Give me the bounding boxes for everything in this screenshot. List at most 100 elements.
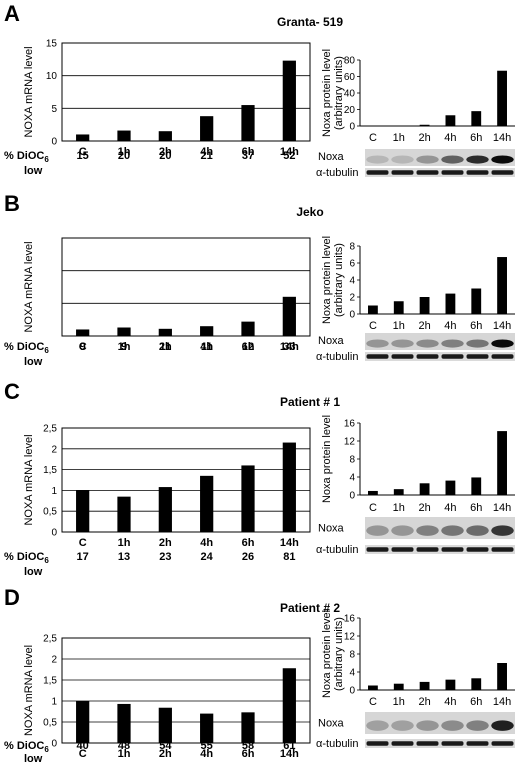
- dioc-value: 58: [242, 740, 254, 752]
- panel-d: D Patient # 2 0 0,5 1 1,5 2 2,5 NOXA mRNA level C…: [4, 585, 515, 762]
- protein-bar: [419, 483, 430, 495]
- dioc-value: 9: [121, 341, 127, 353]
- protein-x-tick-label: 2h: [418, 320, 430, 332]
- panel-letter: B: [4, 191, 20, 216]
- tubulin-band: [491, 354, 514, 359]
- dioc-label-main: % DiOC: [4, 150, 44, 162]
- noxa-blot-strip: [365, 333, 515, 350]
- tubulin-band: [391, 547, 414, 552]
- protein-ytick-label: 0: [349, 122, 355, 133]
- mrna-ytick-label: 2,5: [43, 424, 57, 435]
- dioc-label-main: % DiOC: [4, 551, 44, 563]
- mrna-x-tick-label: 6h: [242, 748, 255, 760]
- dioc-label-main: % DiOC: [4, 740, 44, 752]
- tubulin-band: [491, 170, 514, 175]
- dioc-value: 54: [159, 740, 172, 752]
- dioc-value: 13: [118, 551, 130, 563]
- protein-ytick-label: 6: [349, 259, 355, 270]
- protein-chart: 0 4 8 12 16 Noxa protein level (arbitrary unit…: [321, 610, 515, 708]
- mrna-x-tick-label: 2h: [159, 537, 172, 549]
- protein-bar: [497, 663, 507, 690]
- mrna-ytick-label: 2: [51, 655, 57, 666]
- protein-x-tick-label: 6h: [470, 502, 482, 514]
- mrna-bar: [117, 703, 131, 743]
- mrna-bar: [76, 134, 90, 141]
- dioc-value: 37: [242, 150, 254, 162]
- tubulin-band: [491, 741, 514, 746]
- tubulin-blot-label: α-tubulin: [316, 544, 358, 556]
- protein-bar: [497, 431, 507, 495]
- protein-x-tick-label: C: [369, 502, 377, 514]
- protein-y-axis-label: Noxa protein level: [321, 49, 333, 137]
- protein-bar: [445, 480, 456, 495]
- protein-bar: [497, 70, 507, 126]
- protein-x-tick-label: C: [369, 696, 377, 708]
- protein-x-tick-label: 1h: [393, 132, 405, 144]
- protein-bar: [497, 257, 507, 314]
- mrna-x-tick-label: 4h: [200, 341, 213, 353]
- mrna-x-tick-label: C: [79, 146, 87, 158]
- dioc-label-low: low: [24, 356, 43, 368]
- noxa-band: [366, 720, 389, 731]
- panel-title: Patient # 2: [280, 601, 340, 615]
- western-blot: Noxa α-tubulin: [316, 517, 515, 556]
- tubulin-band: [366, 547, 389, 552]
- dioc-value: 33: [283, 341, 295, 353]
- mrna-plot-frame: [61, 237, 311, 337]
- mrna-bar: [76, 329, 90, 336]
- mrna-x-tick-label: 2h: [159, 146, 172, 158]
- dioc-value: 21: [201, 150, 213, 162]
- mrna-x-tick-label: C: [79, 341, 87, 353]
- mrna-x-tick-label: 1h: [118, 146, 131, 158]
- protein-x-tick-label: 6h: [470, 696, 482, 708]
- protein-chart: 0 4 8 12 16 Noxa protein level C 1h 2h 4h 6h 14h: [321, 415, 515, 514]
- protein-y-axis-label: Noxa protein level: [321, 610, 333, 698]
- dioc-value: 20: [159, 150, 171, 162]
- protein-x-tick-label: 4h: [444, 132, 456, 144]
- protein-x-tick-label: 4h: [444, 502, 456, 514]
- mrna-bar: [200, 475, 214, 532]
- mrna-bar: [117, 327, 131, 336]
- protein-x-tick-label: 4h: [444, 320, 456, 332]
- panel-title: Jeko: [296, 205, 323, 219]
- protein-bar: [393, 489, 404, 495]
- mrna-x-tick-label: 1h: [118, 537, 131, 549]
- protein-ytick-label: 4: [349, 668, 355, 679]
- noxa-band: [491, 155, 514, 164]
- dioc-label-subscript: 6: [44, 155, 49, 164]
- mrna-bar: [158, 328, 172, 336]
- noxa-band: [441, 155, 464, 164]
- tubulin-band: [466, 354, 489, 359]
- mrna-plot-frame: [61, 42, 311, 142]
- noxa-blot-label: Noxa: [318, 522, 345, 534]
- mrna-y-axis-label: NOXA mRNA level: [23, 645, 35, 736]
- mrna-bar: [282, 442, 296, 532]
- protein-x-tick-label: 14h: [493, 320, 511, 332]
- protein-y-axis-label-units: (arbitrary units): [333, 56, 345, 130]
- western-blot: Noxa α-tubulin: [316, 712, 515, 750]
- protein-ytick-label: 20: [344, 105, 356, 116]
- mrna-bar: [158, 707, 172, 743]
- protein-x-tick-label: C: [369, 320, 377, 332]
- mrna-bar: [200, 713, 214, 743]
- mrna-x-tick-label: 6h: [242, 537, 255, 549]
- mrna-bar: [200, 116, 214, 141]
- mrna-bar: [200, 326, 214, 336]
- mrna-ytick-label: 5: [51, 104, 57, 115]
- dioc-value: 24: [201, 551, 214, 563]
- mrna-x-tick-label: 2h: [159, 748, 172, 760]
- mrna-x-tick-label: C: [79, 537, 87, 549]
- tubulin-band: [441, 354, 464, 359]
- protein-bar: [445, 115, 456, 126]
- noxa-band: [416, 155, 439, 164]
- mrna-x-tick-label: 4h: [200, 146, 213, 158]
- noxa-band: [416, 720, 439, 731]
- mrna-ytick-label: 1,5: [43, 676, 57, 687]
- tubulin-blot-strip: [365, 545, 515, 554]
- protein-x-tick-label: 6h: [470, 132, 482, 144]
- noxa-blot-label: Noxa: [318, 717, 345, 729]
- dioc-value: 52: [283, 150, 295, 162]
- mrna-y-axis-label: NOXA mRNA level: [23, 241, 35, 332]
- dioc-value: 48: [118, 740, 130, 752]
